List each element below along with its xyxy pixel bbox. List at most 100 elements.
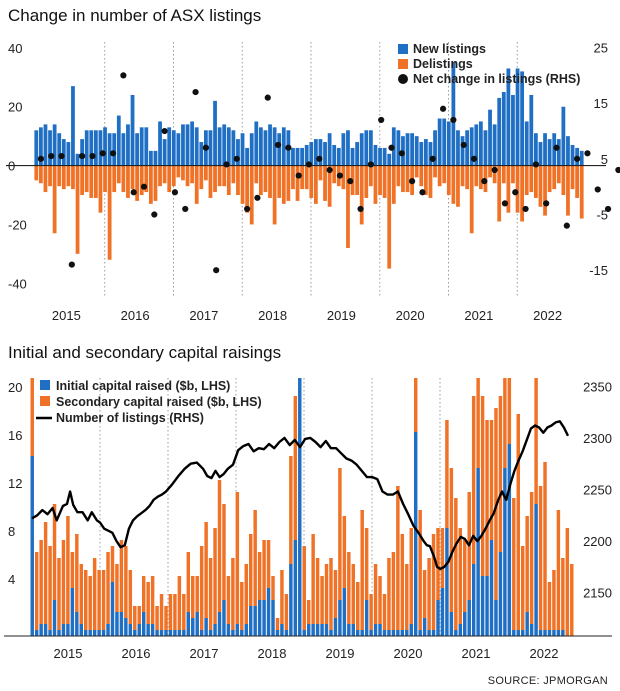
new-listings-bar <box>533 133 538 166</box>
initial-capital-bar <box>195 612 199 636</box>
new-listings-bar <box>474 124 479 166</box>
secondary-capital-bar <box>520 546 525 630</box>
delistings-bar <box>300 165 305 190</box>
initial-capital-bar <box>182 630 186 636</box>
left-tick-label: 0 <box>8 159 15 174</box>
net-change-dot <box>213 267 220 274</box>
initial-capital-bar <box>97 630 101 636</box>
delistings-bar <box>469 165 474 234</box>
secondary-capital-bar <box>128 570 133 624</box>
net-change-dot <box>99 150 106 157</box>
net-change-dot <box>295 172 302 179</box>
delistings-bar <box>423 165 428 196</box>
listings-chart: 40 20 0 -20 -40 25 15 5 -5 -15 2015 2016 2017 2018 201… <box>6 41 620 323</box>
initial-capital-bar <box>39 624 43 636</box>
new-listings-bar <box>126 124 130 166</box>
legend-item: Net change in listings (RHS) <box>398 72 580 86</box>
new-listings-bar <box>492 124 497 166</box>
delistings-bar <box>529 165 534 193</box>
delistings-bar <box>130 165 135 190</box>
secondary-capital-bar <box>97 570 101 630</box>
initial-capital-bar <box>293 540 298 636</box>
new-listings-bar <box>410 133 415 166</box>
new-listings-bar <box>194 127 199 166</box>
delistings-bar <box>162 165 167 184</box>
initial-capital-bar <box>48 630 52 636</box>
initial-capital-bar <box>280 624 284 636</box>
left-tick-label: 40 <box>8 41 22 56</box>
secondary-capital-bar <box>320 576 324 624</box>
delistings-bar <box>199 165 204 190</box>
delistings-bar <box>396 165 401 187</box>
initial-capital-bar <box>391 630 396 636</box>
initial-capital-bar <box>191 618 195 636</box>
delistings-bar <box>98 165 103 213</box>
new-listings-bar <box>368 130 373 166</box>
new-listings-bar <box>185 124 190 166</box>
new-listings-bar <box>71 86 75 166</box>
initial-capital-bar <box>356 630 360 636</box>
initial-capital-bar <box>440 588 445 636</box>
new-listings-bar <box>249 133 254 166</box>
initial-capital-bar <box>494 600 498 636</box>
delistings-bar <box>433 165 437 178</box>
initial-capital-bar <box>248 606 253 636</box>
source-note: SOURCE: JPMORGAN <box>487 675 608 687</box>
new-listings-bar <box>80 139 85 166</box>
delistings-bar <box>71 165 75 190</box>
initial-capital-bar <box>489 540 494 636</box>
delistings-bar <box>48 165 52 187</box>
initial-capital-bar <box>204 618 208 636</box>
delistings-bar <box>190 165 195 184</box>
delistings-bar <box>112 165 117 193</box>
initial-capital-bar <box>471 564 476 636</box>
initial-capital-bar <box>30 456 34 636</box>
delistings-bar <box>295 165 300 201</box>
delistings-bar <box>61 165 66 190</box>
legend-item: Delistings <box>398 57 473 71</box>
new-listings-bar <box>300 147 305 166</box>
secondary-capital-bar <box>30 378 34 456</box>
secondary-capital-bar <box>222 504 226 600</box>
secondary-capital-bar <box>164 606 168 630</box>
new-listings-bar <box>217 127 222 166</box>
secondary-capital-bar <box>552 570 556 630</box>
delistings-bar <box>240 165 245 204</box>
delistings-bar <box>428 165 433 198</box>
legend-swatch <box>398 74 408 84</box>
secondary-capital-bar <box>342 516 347 588</box>
new-listings-bar <box>524 121 529 166</box>
delistings-bar <box>327 165 332 207</box>
delistings-bar <box>222 165 227 187</box>
year-label: 2021 <box>464 308 493 323</box>
left-tick-label: 12 <box>8 476 22 491</box>
delistings-bar <box>208 165 213 198</box>
initial-capital-bar <box>84 630 88 636</box>
initial-capital-bar <box>480 576 485 636</box>
new-listings-bar <box>153 150 158 166</box>
legend-label: Net change in listings (RHS) <box>413 72 580 86</box>
year-label: 2019 <box>327 308 356 323</box>
new-listings-bar <box>529 94 534 166</box>
secondary-capital-bar <box>347 552 351 624</box>
delistings-bar <box>515 165 520 213</box>
new-listings-bar <box>93 130 98 166</box>
new-listings-bar <box>318 139 323 166</box>
initial-capital-bar <box>458 624 463 636</box>
delistings-bar <box>451 165 456 204</box>
legend-item: New listings <box>398 42 486 56</box>
initial-capital-bar <box>413 432 418 636</box>
initial-capital-bar <box>253 606 257 636</box>
secondary-capital-bar <box>92 558 97 630</box>
legend-swatch <box>40 380 50 390</box>
left-tick-label: 20 <box>8 380 22 395</box>
new-listings-bar <box>501 92 506 166</box>
initial-capital-bar <box>262 600 266 636</box>
delistings-bar <box>254 165 259 184</box>
net-change-dot <box>151 211 158 218</box>
delistings-bar <box>313 165 318 204</box>
secondary-capital-bar <box>543 462 547 630</box>
initial-capital-bar <box>213 624 217 636</box>
new-listings-bar <box>579 150 584 166</box>
initial-capital-bar <box>324 624 329 636</box>
